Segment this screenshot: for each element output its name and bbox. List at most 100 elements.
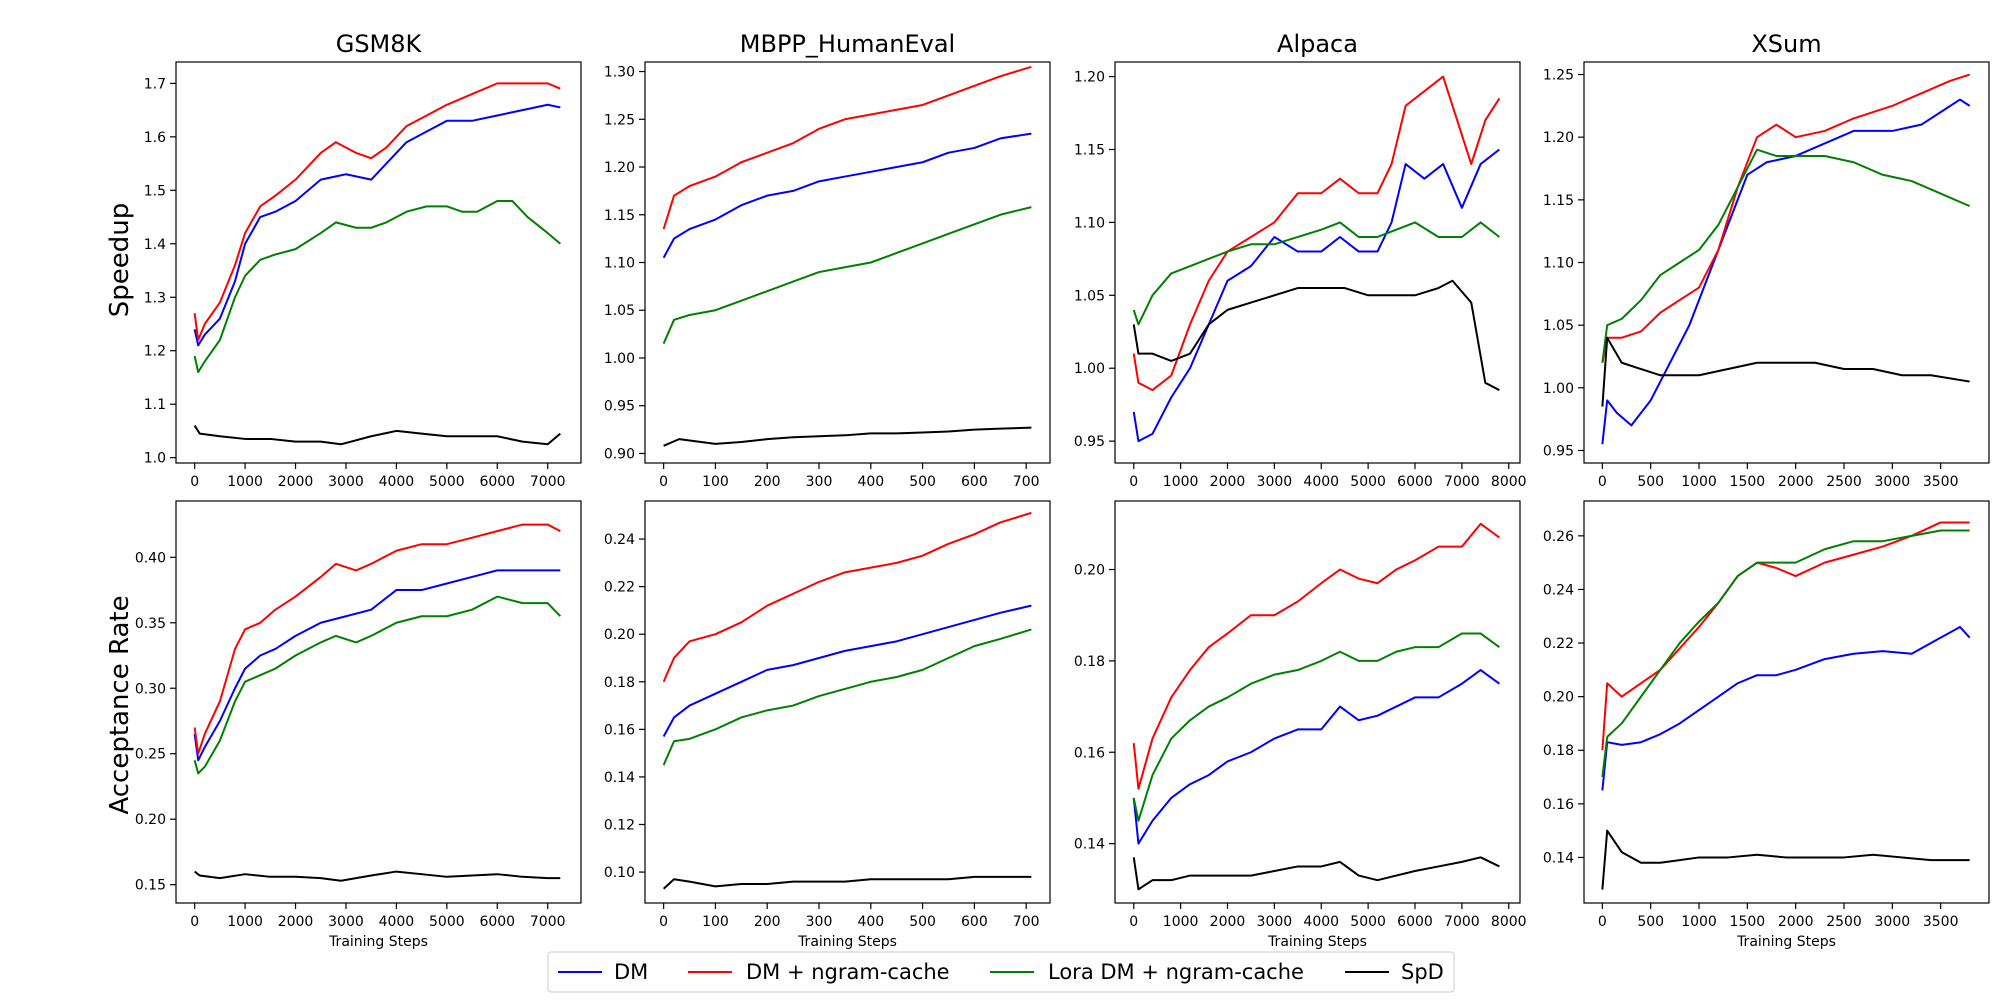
legend-item-spd: SpD: [1345, 960, 1444, 984]
series-line-spd: [193, 425, 561, 446]
x-tick-label: 2000: [1210, 474, 1246, 490]
x-tick-label: 700: [1013, 914, 1040, 930]
y-tick-label: 1.00: [1074, 361, 1105, 377]
y-tick-label: 0.40: [135, 550, 166, 566]
x-tick-label: 5000: [1350, 474, 1386, 490]
y-tick-label: 0.16: [604, 722, 635, 738]
y-tick-label: 1.7: [144, 76, 166, 92]
series-line-lora-dm-ngram-cache: [662, 628, 1032, 766]
x-tick-label: 5000: [429, 914, 465, 930]
row-label-acceptance-rate: Acceptance Rate: [105, 595, 135, 814]
legend-label-lora-dm-ngram-cache: Lora DM + ngram-cache: [1048, 960, 1304, 984]
y-tick-label: 0.14: [604, 770, 635, 786]
x-tick-label: 4000: [1303, 914, 1339, 930]
y-tick-label: 1.25: [1543, 68, 1574, 84]
series-line-spd: [663, 426, 1032, 447]
y-tick-label: 1.05: [1074, 288, 1105, 304]
series-group: [1132, 522, 1500, 891]
y-tick-label: 1.15: [1074, 142, 1105, 158]
series-line-lora-dm-ngram-cache: [1132, 221, 1500, 326]
series-group: [193, 82, 561, 446]
series-line-lora-dm-ngram-cache: [662, 206, 1032, 345]
y-tick-label: 0.18: [604, 675, 635, 691]
series-line-lora-dm-ngram-cache: [1601, 529, 1970, 778]
x-tick-label: 2000: [1778, 474, 1814, 490]
subplot-2: 0 100 200 300 400 500 600 700 0.90 0.95 1.00 1.05 1.…: [604, 30, 1051, 490]
legend: DM DM + ngram-cache Lora DM + ngram-cach…: [547, 951, 1455, 993]
row-label-speedup: Speedup: [105, 203, 135, 318]
series-line-dm-ngram-cache: [193, 82, 561, 342]
x-tick-label: 1500: [1730, 474, 1766, 490]
subplot-title-alpaca: Alpaca: [1277, 30, 1358, 58]
series-line-dm: [662, 132, 1032, 259]
subplot-4: 0 500 1000 1500 2000 2500 3000 3500 0.95 1.00 1.05…: [1543, 30, 1990, 490]
x-tick-label: 7000: [530, 914, 566, 930]
x-tick-label: 0: [1129, 474, 1138, 490]
x-tick-label: 3000: [1875, 914, 1911, 930]
series-line-dm: [1601, 98, 1971, 445]
x-axis-label: Training Steps: [797, 934, 897, 950]
x-tick-label: 1000: [227, 914, 263, 930]
legend-item-dm: DM: [558, 960, 648, 984]
series-line-spd: [1132, 856, 1500, 891]
x-tick-label: 3000: [1257, 474, 1293, 490]
series-line-spd: [1601, 336, 1970, 407]
x-tick-label: 2000: [278, 474, 314, 490]
y-tick-label: 0.20: [1074, 563, 1105, 579]
legend-label-dm: DM: [614, 960, 648, 984]
x-tick-label: 100: [702, 474, 729, 490]
x-axis-label: Training Steps: [1736, 934, 1836, 950]
x-tick-label: 7000: [530, 474, 566, 490]
y-tick-label: 0.35: [135, 616, 166, 632]
y-tick-label: 1.00: [604, 351, 635, 367]
x-tick-label: 7000: [1444, 914, 1480, 930]
series-line-dm-ngram-cache: [662, 511, 1032, 683]
y-tick-label: 0.16: [1543, 797, 1574, 813]
y-tick-label: 0.15: [135, 878, 166, 894]
x-tick-label: 3000: [1257, 914, 1293, 930]
y-tick-label: 0.20: [1543, 690, 1574, 706]
x-tick-label: 1500: [1730, 914, 1766, 930]
series-line-dm: [1132, 148, 1500, 443]
y-tick-label: 1.5: [144, 183, 166, 199]
y-tick-label: 1.0: [144, 451, 166, 467]
x-tick-label: 200: [754, 474, 781, 490]
panels: 0 1000 2000 3000 4000 5000 6000 70001.01.11.21.…: [135, 30, 1990, 950]
x-tick-label: 1000: [227, 474, 263, 490]
x-tick-label: 400: [857, 474, 884, 490]
x-tick-label: 600: [961, 914, 988, 930]
x-tick-label: 4000: [1303, 474, 1339, 490]
series-group: [662, 511, 1032, 890]
y-tick-label: 0.95: [1074, 434, 1105, 450]
x-tick-label: 2000: [278, 914, 314, 930]
y-tick-label: 1.20: [1543, 130, 1574, 146]
y-tick-label: 1.05: [604, 303, 635, 319]
series-group: [1132, 75, 1501, 443]
y-tick-label: 1.15: [1543, 193, 1574, 209]
series-line-dm-ngram-cache: [1132, 522, 1500, 790]
series-line-dm-ngram-cache: [193, 523, 561, 755]
x-tick-label: 600: [961, 474, 988, 490]
x-tick-label: 5000: [429, 474, 465, 490]
x-tick-label: 2000: [1210, 914, 1246, 930]
axes-frame: [1583, 500, 1990, 904]
x-tick-label: 6000: [1397, 474, 1433, 490]
y-tick-label: 1.3: [144, 290, 166, 306]
y-tick-label: 0.26: [1543, 529, 1574, 545]
y-tick-label: 0.16: [1074, 745, 1105, 761]
y-tick-label: 1.10: [1074, 215, 1105, 231]
x-tick-label: 0: [1598, 914, 1607, 930]
x-tick-label: 400: [857, 914, 884, 930]
series-line-dm: [193, 569, 561, 762]
y-tick-label: 0.10: [604, 865, 635, 881]
y-tick-label: 1.10: [1543, 256, 1574, 272]
x-tick-label: 0: [1598, 474, 1607, 490]
y-tick-label: 0.95: [604, 399, 635, 415]
y-tick-label: 0.25: [135, 747, 166, 763]
y-tick-label: 1.15: [604, 208, 635, 224]
axes-frame: [1114, 61, 1521, 464]
y-tick-label: 1.1: [144, 397, 166, 413]
x-axis-label: Training Steps: [328, 934, 428, 950]
